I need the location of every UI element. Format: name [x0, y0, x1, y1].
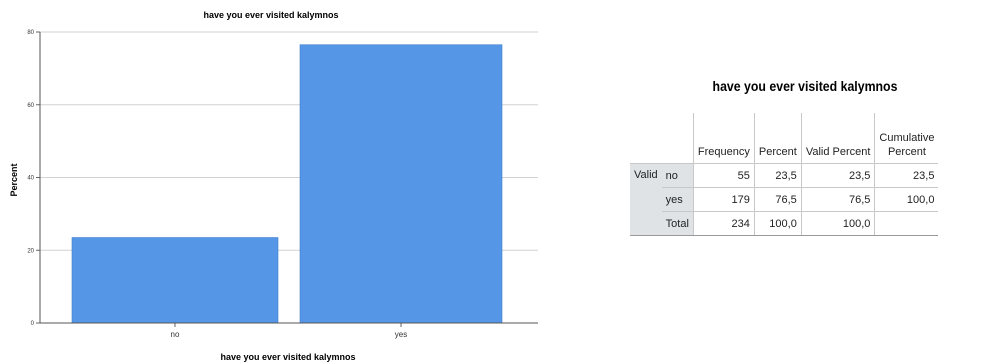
table-row: Total 234 100,0 100,0	[630, 211, 939, 236]
cell-valid-percent: 100,0	[800, 211, 875, 236]
header-valid-percent: Valid Percent	[800, 113, 875, 164]
header-empty-cell	[630, 113, 662, 164]
x-tick-label: yes	[395, 330, 407, 339]
cell-percent: 23,5	[753, 163, 802, 188]
y-tick-label: 60	[27, 103, 34, 109]
chart-title: have you ever visited kalymnos	[203, 10, 338, 20]
header-empty-cell	[662, 113, 694, 164]
header-cumulative-line2: Percent	[887, 146, 926, 158]
row-label: no	[661, 163, 694, 188]
group-label-valid: Valid	[630, 163, 662, 236]
table-row: Valid no 55 23,5 23,5 23,5	[630, 163, 939, 236]
row-label: Total	[661, 211, 694, 236]
y-axis-label: Percent	[9, 163, 19, 196]
frequency-table: Frequency Percent Valid Percent Cumulati…	[630, 113, 939, 236]
bar-no	[71, 237, 279, 324]
bar-chart: have you ever visited kalymnos Percent h…	[9, 10, 538, 362]
axes: 0 20 40 60 80 no yes	[27, 30, 538, 339]
header-percent: Percent	[753, 113, 802, 164]
y-tick-label: 20	[27, 248, 34, 254]
table-header-row: Frequency Percent Valid Percent Cumulati…	[630, 113, 939, 164]
table-row: yes 179 76,5 76,5 100,0	[630, 187, 939, 212]
y-tick-label: 80	[27, 30, 34, 36]
header-cumulative-line1: Cumulative	[879, 132, 935, 144]
cell-frequency: 179	[692, 187, 755, 212]
cell-cumulative-percent	[874, 211, 939, 236]
table-title: have you ever visited kalymnos	[712, 78, 898, 94]
y-tick-label: 0	[31, 321, 35, 327]
x-axis-label: have you ever visited kalymnos	[220, 352, 355, 362]
cell-valid-percent: 76,5	[800, 187, 875, 212]
cell-valid-percent: 23,5	[800, 163, 875, 188]
x-tick-label: no	[171, 330, 180, 339]
row-label: yes	[661, 187, 694, 212]
cell-percent: 100,0	[753, 211, 802, 236]
bars	[71, 44, 503, 324]
cell-cumulative-percent: 23,5	[874, 163, 939, 188]
cell-frequency: 55	[692, 163, 755, 188]
cell-percent: 76,5	[753, 187, 802, 212]
cell-frequency: 234	[692, 211, 755, 236]
header-frequency: Frequency	[692, 113, 755, 164]
header-cumulative-percent: Cumulative Percent	[874, 113, 939, 164]
bar-yes	[299, 44, 503, 324]
cell-cumulative-percent: 100,0	[874, 187, 939, 212]
y-tick-label: 40	[27, 176, 34, 182]
